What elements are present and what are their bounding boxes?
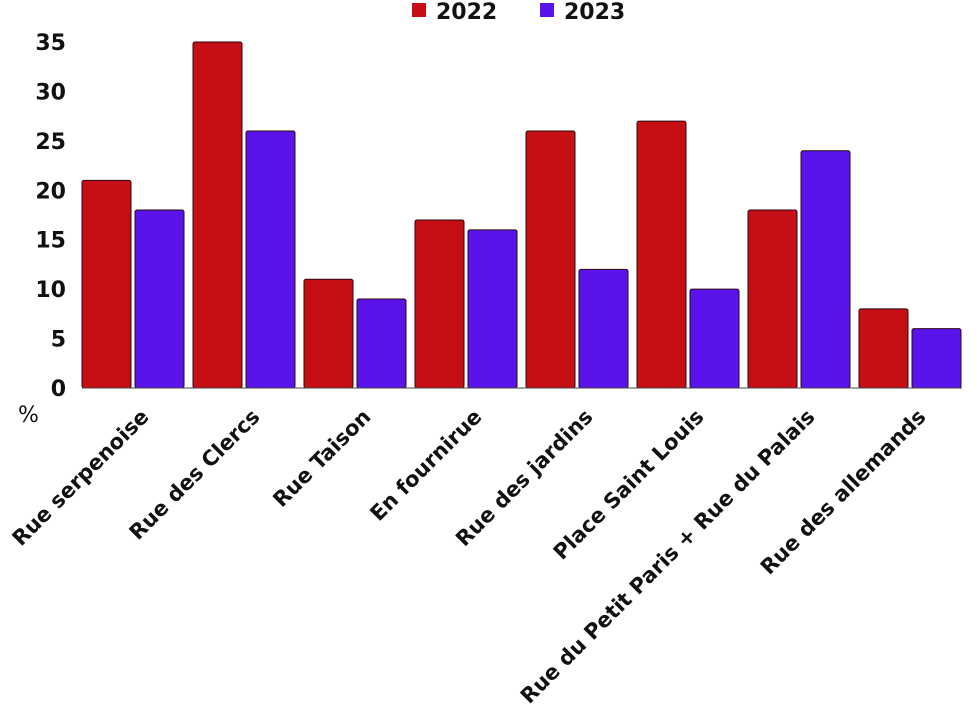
y-tick-label: 5 (51, 328, 66, 353)
legend-swatch-2022 (412, 3, 426, 17)
bar-2023 (356, 298, 407, 389)
legend-swatch-2023 (540, 3, 554, 17)
bar-2022 (636, 120, 687, 389)
y-axis: 0 5 10 15 20 25 30 35 (35, 31, 66, 402)
bar-2022 (81, 179, 132, 389)
bar-2023 (689, 288, 740, 389)
y-axis-unit-label: % (18, 403, 39, 428)
legend-label-2022: 2022 (436, 0, 497, 25)
y-tick-label: 20 (35, 179, 66, 204)
legend: 2022 2023 (412, 0, 625, 25)
y-tick-label: 0 (51, 377, 66, 402)
bar-2023 (467, 229, 518, 389)
bar-2022 (858, 308, 909, 389)
x-category-label: En fournirue (365, 405, 486, 526)
bars (81, 41, 962, 389)
y-tick-label: 15 (35, 229, 66, 254)
bar-2022 (525, 130, 576, 389)
bar-2022 (747, 209, 798, 389)
y-tick-label: 30 (35, 80, 66, 105)
bar-2023 (578, 268, 629, 389)
y-tick-label: 25 (35, 130, 66, 155)
bar-2022 (192, 41, 243, 389)
bar-2022 (303, 278, 354, 389)
y-tick-label: 35 (35, 31, 66, 56)
bar-2023 (800, 150, 851, 389)
legend-label-2023: 2023 (564, 0, 625, 25)
bar-2023 (911, 328, 962, 389)
bar-2022 (414, 219, 465, 389)
bar-2023 (245, 130, 296, 389)
y-tick-label: 10 (35, 278, 66, 303)
bar-2023 (134, 209, 185, 389)
x-category-label: Rue Taison (268, 405, 375, 512)
